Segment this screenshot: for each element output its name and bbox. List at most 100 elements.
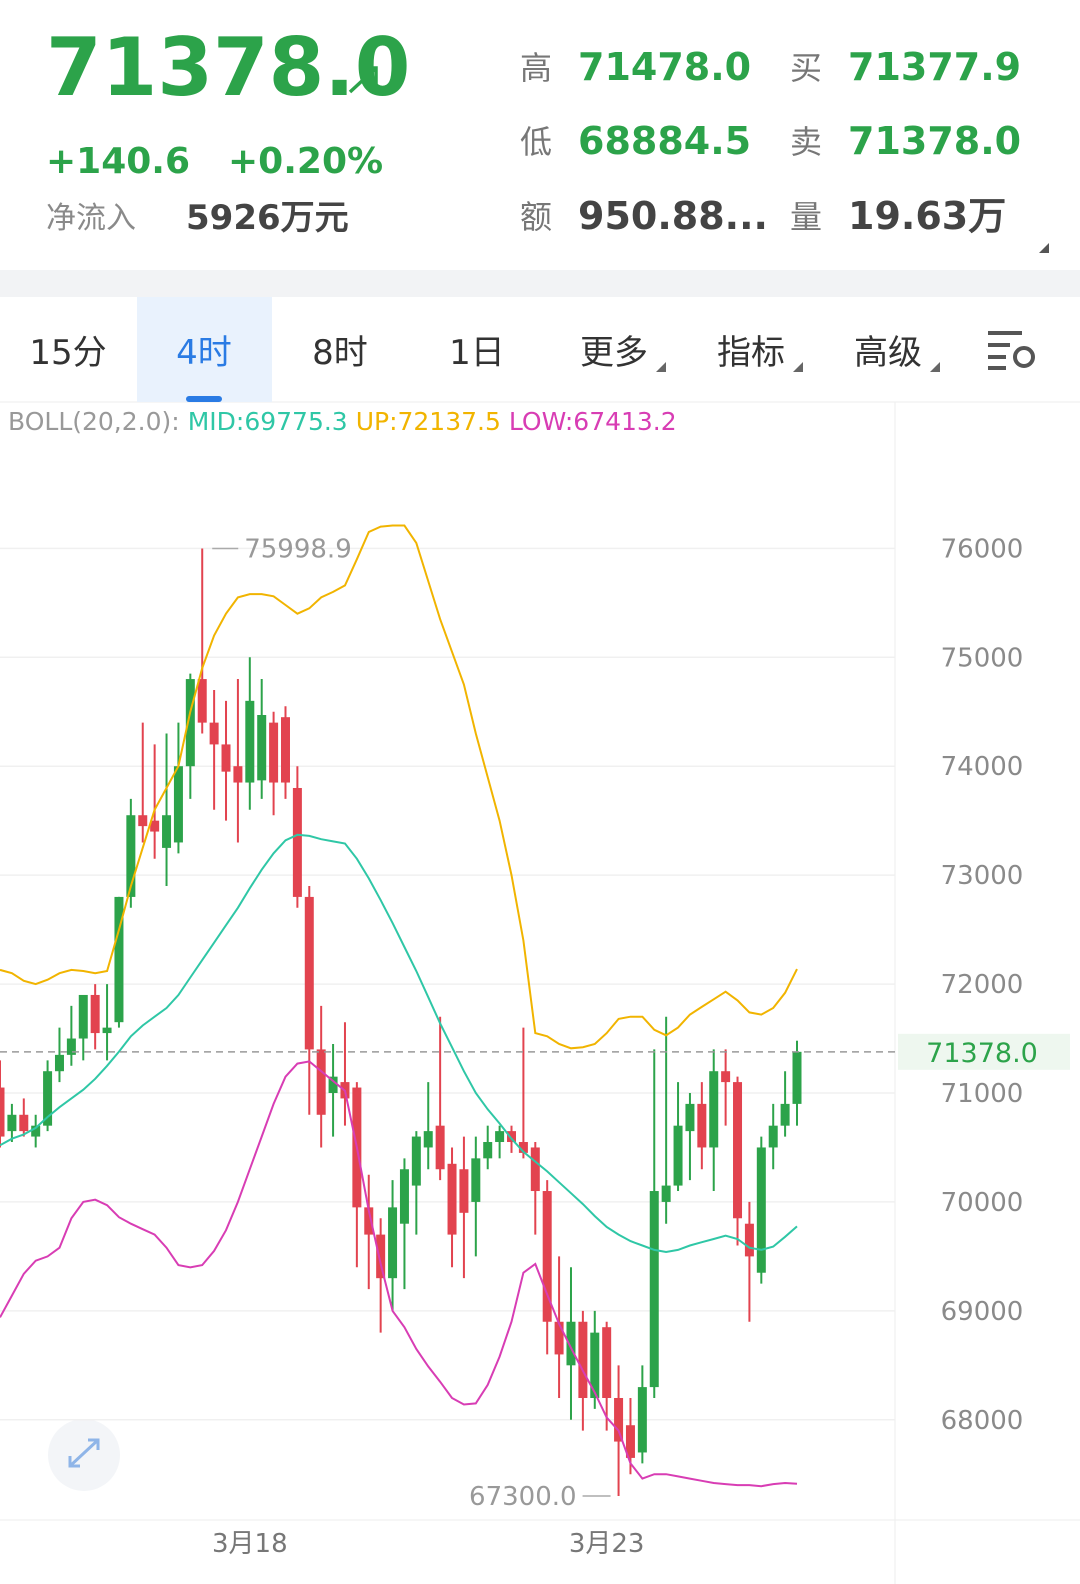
tab-selected-bg <box>137 297 272 402</box>
settings-icon[interactable] <box>988 331 1035 370</box>
y-tick-label: 73000 <box>941 861 1024 891</box>
tab[interactable]: 指标 <box>717 333 785 373</box>
candle-body <box>685 1103 695 1132</box>
tab[interactable]: 4时 <box>176 333 232 373</box>
candle-body <box>185 679 195 767</box>
candle-body <box>697 1103 707 1148</box>
plot: 68000 69000 70000 71000 72000 73000 74000 75000… <box>0 524 1070 1559</box>
candle-body <box>637 1387 647 1453</box>
candle-body <box>649 1191 659 1388</box>
candle-body <box>399 1169 409 1224</box>
tabs: 15分 4时 8时 1日 更多 指标 高级 <box>29 297 940 402</box>
candle-body <box>269 722 279 783</box>
candle-body <box>792 1051 802 1104</box>
candle-body <box>518 1142 528 1153</box>
tab[interactable]: 8时 <box>312 333 368 373</box>
candle-body <box>673 1125 683 1186</box>
stat-value: 71377.9 <box>848 45 1021 89</box>
dropdown-caret <box>793 362 803 372</box>
y-tick-label: 70000 <box>941 1188 1024 1218</box>
candle-body <box>507 1131 517 1143</box>
legend-item: MID:69775.3 <box>188 407 348 436</box>
candle-body <box>447 1163 457 1235</box>
candle-body <box>423 1131 433 1148</box>
candle-body <box>245 700 255 783</box>
dropdown-caret <box>930 362 940 372</box>
candle-body <box>364 1207 374 1235</box>
candle-body <box>102 1027 112 1034</box>
stat-value: 71478.0 <box>578 45 751 89</box>
candle-body <box>66 1038 76 1055</box>
candle-body <box>530 1147 540 1192</box>
y-tick-label: 74000 <box>941 752 1024 782</box>
candle-body <box>138 815 148 827</box>
candle-body <box>31 1125 41 1137</box>
tab[interactable]: 15分 <box>29 333 106 373</box>
candle-body <box>483 1142 493 1159</box>
candle-body <box>162 815 172 848</box>
tab[interactable]: 高级 <box>854 333 922 373</box>
candle-body <box>292 787 302 897</box>
candle-body <box>411 1136 421 1186</box>
candle-body <box>54 1054 64 1072</box>
legend-item: BOLL(20,2.0): <box>8 407 180 436</box>
candle-body <box>625 1425 635 1458</box>
expand-button[interactable] <box>48 1419 120 1491</box>
candle-body <box>150 820 160 832</box>
indicator-legend: BOLL(20,2.0): MID:69775.3 UP:72137.5 LOW:67… <box>8 407 677 436</box>
candle-body <box>388 1207 398 1279</box>
change: +140.6 <box>46 141 190 182</box>
stat-label: 买 <box>790 49 822 87</box>
candle-body <box>257 715 267 781</box>
price: 71378.0 <box>46 21 410 114</box>
candle-body <box>221 744 231 772</box>
y-tick-label: 76000 <box>941 534 1024 564</box>
candle-body <box>709 1071 719 1148</box>
legend-item: LOW:67413.2 <box>509 407 677 436</box>
change-pct: +0.20% <box>228 141 383 182</box>
candle-body <box>471 1158 481 1202</box>
candle-body <box>126 815 136 897</box>
candle-body <box>495 1131 505 1143</box>
expand-corner[interactable] <box>1039 243 1049 253</box>
dropdown-caret <box>656 362 666 372</box>
last-price-label: 71378.0 <box>926 1038 1038 1069</box>
candle-body <box>233 766 243 783</box>
tab[interactable]: 更多 <box>580 333 648 373</box>
tab[interactable]: 1日 <box>449 333 505 373</box>
candle-body <box>114 896 124 1023</box>
candle-body <box>590 1332 600 1398</box>
candle-body <box>78 994 88 1039</box>
candle-body <box>7 1114 17 1132</box>
net-inflow: 5926万元 <box>186 198 349 238</box>
separator <box>0 270 1080 297</box>
candle-body <box>756 1147 766 1273</box>
min-label: 67300.0 <box>469 1482 577 1512</box>
max-label: 75998.9 <box>244 534 352 564</box>
candle-body <box>209 722 219 745</box>
candle-body <box>376 1234 386 1279</box>
stat-label: 额 <box>520 198 552 236</box>
candle-body <box>0 1087 5 1137</box>
candle-body <box>316 1049 326 1115</box>
stat-label: 低 <box>520 123 552 161</box>
y-tick-label: 69000 <box>941 1297 1024 1327</box>
candle-body <box>280 717 290 783</box>
stat-value: 950.88... <box>578 194 768 238</box>
candle-body <box>721 1071 731 1083</box>
candle-body <box>554 1321 564 1355</box>
candle-body <box>780 1103 790 1126</box>
boll-line <box>0 833 798 1254</box>
legend-item: UP:72137.5 <box>356 407 501 436</box>
x-tick-label: 3月18 <box>212 1529 288 1559</box>
y-tick-label: 68000 <box>941 1406 1024 1436</box>
candle-body <box>542 1191 552 1322</box>
candle-body <box>435 1125 445 1170</box>
candle-body <box>173 766 183 843</box>
boll-line <box>0 1060 798 1488</box>
candle-body <box>733 1082 743 1219</box>
y-tick-label: 71000 <box>941 1079 1024 1109</box>
candle-body <box>43 1071 53 1126</box>
y-tick-label: 75000 <box>941 643 1024 673</box>
